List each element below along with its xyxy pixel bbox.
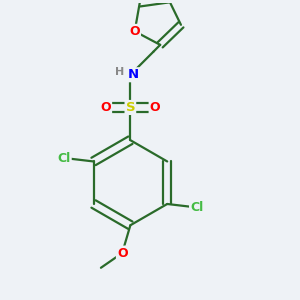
Text: H: H bbox=[115, 67, 124, 77]
Text: O: O bbox=[129, 25, 140, 38]
Text: Cl: Cl bbox=[190, 201, 203, 214]
Text: O: O bbox=[117, 247, 128, 260]
Text: O: O bbox=[150, 101, 160, 114]
Text: S: S bbox=[126, 101, 135, 114]
Text: O: O bbox=[100, 101, 111, 114]
Text: N: N bbox=[128, 68, 139, 81]
Text: Cl: Cl bbox=[58, 152, 71, 165]
